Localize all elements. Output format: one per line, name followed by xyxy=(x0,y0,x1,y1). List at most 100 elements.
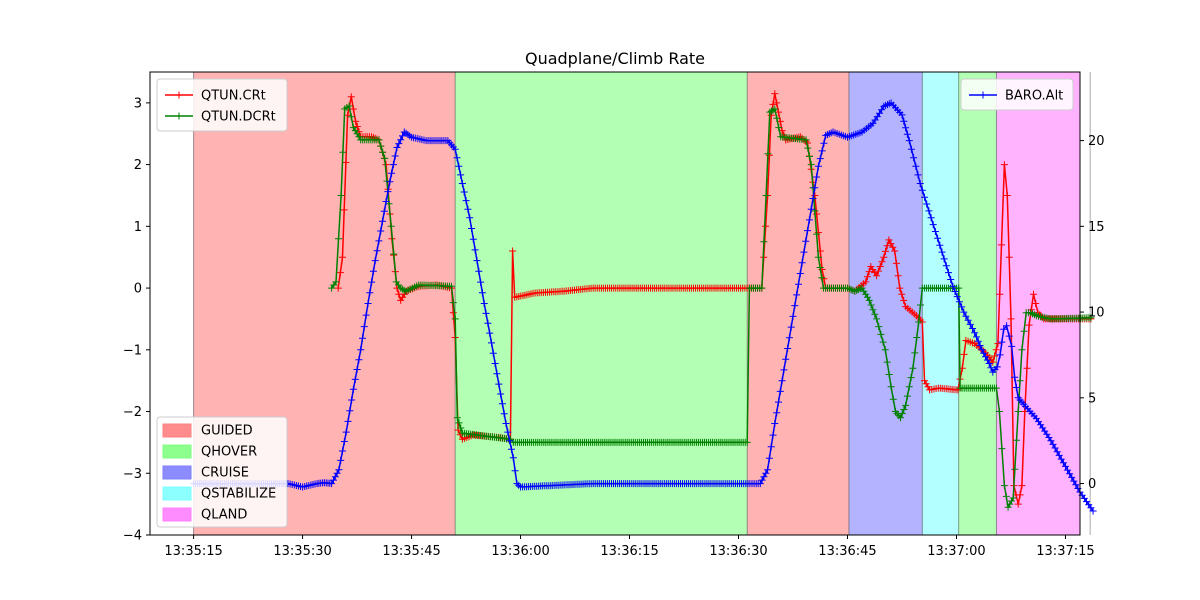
series-point-qtun-dcrt xyxy=(806,152,813,160)
y-right-tick-label: 5 xyxy=(1088,391,1096,406)
series-point-baro-alt xyxy=(918,186,926,194)
series-point-qtun-crt xyxy=(876,263,884,270)
series-point-baro-alt xyxy=(951,288,959,295)
series-point-qtun-dcrt xyxy=(375,136,383,144)
series-point-qtun-crt xyxy=(1005,253,1013,261)
series-point-baro-alt xyxy=(903,130,911,138)
series-point-qtun-dcrt xyxy=(915,318,923,326)
series-point-qtun-dcrt xyxy=(451,315,459,323)
series-point-baro-alt xyxy=(399,132,406,140)
series-point-qtun-dcrt xyxy=(345,102,353,110)
series-point-qtun-crt xyxy=(874,267,882,275)
series-point-baro-alt xyxy=(974,337,982,345)
series-point-baro-alt xyxy=(820,139,828,147)
series-point-baro-alt xyxy=(380,207,388,215)
series-point-qtun-dcrt xyxy=(889,395,897,403)
series-point-baro-alt xyxy=(344,417,352,425)
legend-label: GUIDED xyxy=(201,424,253,439)
series-point-qtun-crt xyxy=(992,346,1000,354)
series-point-baro-alt xyxy=(945,269,952,277)
series-point-baro-alt xyxy=(1059,459,1067,467)
legend-swatch xyxy=(162,507,192,522)
series-point-qtun-crt xyxy=(771,90,779,98)
series-point-baro-alt xyxy=(912,162,920,170)
series-point-baro-alt xyxy=(942,262,950,270)
legend-series-left: QTUN.CRt QTUN.DCRt xyxy=(156,78,288,132)
series-point-qtun-dcrt xyxy=(379,148,387,156)
y-axis-left: −4 −3 −2 −1 0 1 2 3 xyxy=(123,96,150,544)
series-point-qtun-dcrt xyxy=(845,285,853,293)
series-point-baro-alt xyxy=(379,217,386,225)
series-point-qtun-dcrt xyxy=(858,284,866,292)
legend-swatch xyxy=(162,423,192,438)
series-point-baro-alt xyxy=(802,237,810,245)
series-point-qtun-dcrt xyxy=(883,358,891,366)
series-point-qtun-dcrt xyxy=(995,408,1003,415)
series-point-qtun-dcrt xyxy=(1018,346,1026,354)
series-point-baro-alt xyxy=(764,466,772,474)
mode-band-cruise xyxy=(848,72,923,535)
series-point-baro-alt xyxy=(795,280,802,288)
series-point-baro-alt xyxy=(964,316,972,324)
series-point-baro-alt xyxy=(360,323,368,331)
series-point-baro-alt xyxy=(1012,384,1020,391)
y-right-tick-label: 20 xyxy=(1088,134,1105,149)
series-point-baro-alt xyxy=(993,363,1001,371)
series-point-baro-alt xyxy=(342,428,350,436)
x-tick-label: 13:35:45 xyxy=(382,544,440,559)
series-point-baro-alt xyxy=(337,456,345,464)
series-point-qtun-dcrt xyxy=(453,414,461,422)
series-point-qtun-crt xyxy=(349,105,357,113)
x-tick-label: 13:35:15 xyxy=(164,544,222,559)
series-point-qtun-dcrt xyxy=(347,113,355,121)
series-point-qtun-dcrt xyxy=(902,401,910,409)
y-left-tick-label: 0 xyxy=(134,282,142,297)
series-point-baro-alt xyxy=(978,346,986,354)
chart-title: Quadplane/Climb Rate xyxy=(525,49,705,68)
series-point-baro-alt xyxy=(940,255,948,263)
series-point-qtun-crt xyxy=(334,284,342,292)
series-point-qtun-crt xyxy=(960,350,968,358)
series-point-qtun-dcrt xyxy=(900,406,908,413)
x-tick-label: 13:37:00 xyxy=(927,544,985,559)
mode-band-qhover xyxy=(455,72,748,535)
series-point-qtun-crt xyxy=(1014,500,1022,508)
series-point-qtun-dcrt xyxy=(864,293,871,301)
series-point-baro-alt xyxy=(471,246,479,254)
legend-marker xyxy=(175,91,183,99)
series-point-qtun-crt xyxy=(509,247,517,255)
series-point-qtun-dcrt xyxy=(869,306,877,314)
series-point-baro-alt xyxy=(921,193,928,201)
series-point-baro-alt xyxy=(1055,451,1063,459)
x-tick-label: 13:35:30 xyxy=(273,544,331,559)
series-point-baro-alt xyxy=(473,257,481,265)
legend-label: QTUN.DCRt xyxy=(201,110,276,125)
series-point-qtun-dcrt xyxy=(339,148,347,156)
series-point-baro-alt xyxy=(391,152,399,160)
series-point-baro-alt xyxy=(916,180,924,187)
series-point-qtun-crt xyxy=(353,123,361,130)
series-point-baro-alt xyxy=(996,351,1004,359)
series-point-baro-alt xyxy=(384,188,392,196)
x-tick-label: 13:36:30 xyxy=(709,544,767,559)
series-point-qtun-dcrt xyxy=(814,253,822,261)
series-point-qtun-dcrt xyxy=(897,414,904,422)
series-point-baro-alt xyxy=(388,169,396,177)
legend-series-right-box xyxy=(960,78,1074,111)
series-markers-qtun-dcrt xyxy=(328,102,1095,511)
series-point-qtun-dcrt xyxy=(998,445,1006,453)
series-point-baro-alt xyxy=(1068,473,1076,481)
series-point-qtun-dcrt xyxy=(1020,327,1028,335)
series-point-qtun-crt xyxy=(1030,290,1037,298)
series-point-qtun-dcrt xyxy=(381,154,389,162)
legend-marker xyxy=(979,91,987,99)
y-left-tick-label: −3 xyxy=(123,467,142,482)
series-point-qtun-crt xyxy=(892,259,900,267)
series-point-baro-alt xyxy=(466,214,474,222)
series-point-baro-alt xyxy=(491,360,499,367)
series-point-qtun-dcrt xyxy=(911,349,919,357)
series-point-baro-alt xyxy=(787,323,795,331)
y-left-tick-label: −4 xyxy=(123,529,142,544)
series-point-qtun-crt xyxy=(1003,192,1011,199)
series-point-qtun-dcrt xyxy=(844,284,851,292)
